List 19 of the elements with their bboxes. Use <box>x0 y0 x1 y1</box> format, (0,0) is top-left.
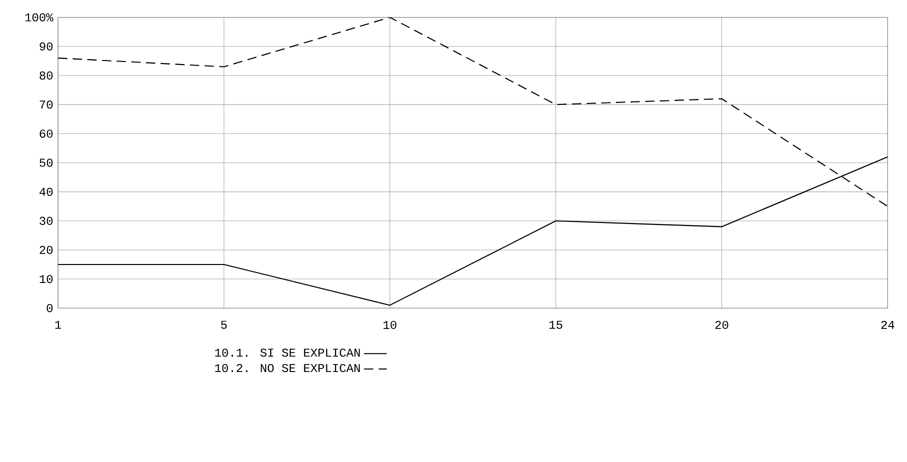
y-tick-label: 20 <box>40 246 53 254</box>
x-tick-label: 5 <box>221 321 227 330</box>
x-tick-label: 20 <box>715 321 728 330</box>
y-tick-label: 50 <box>40 158 53 168</box>
y-tick-label: 100% <box>25 14 54 22</box>
x-tick-label: 1 <box>55 321 62 329</box>
x-tick-label: 24 <box>881 321 894 330</box>
y-tick-label: 60 <box>40 130 53 138</box>
y-tick-label: 30 <box>40 217 53 226</box>
y-tick-label: 0 <box>46 304 53 312</box>
legend-label: 10.2. NO SE EXPLICAN <box>215 364 360 372</box>
y-tick-label: 90 <box>40 42 53 51</box>
y-tick-label: 80 <box>40 72 53 80</box>
y-tick-label: 70 <box>40 100 53 109</box>
x-tick-label: 15 <box>549 321 562 330</box>
y-tick-label: 10 <box>40 275 53 284</box>
x-tick-label: 10 <box>384 321 396 330</box>
y-tick-label: 40 <box>40 188 53 196</box>
legend-label: 10.1. SI SE EXPLICAN <box>215 348 360 358</box>
